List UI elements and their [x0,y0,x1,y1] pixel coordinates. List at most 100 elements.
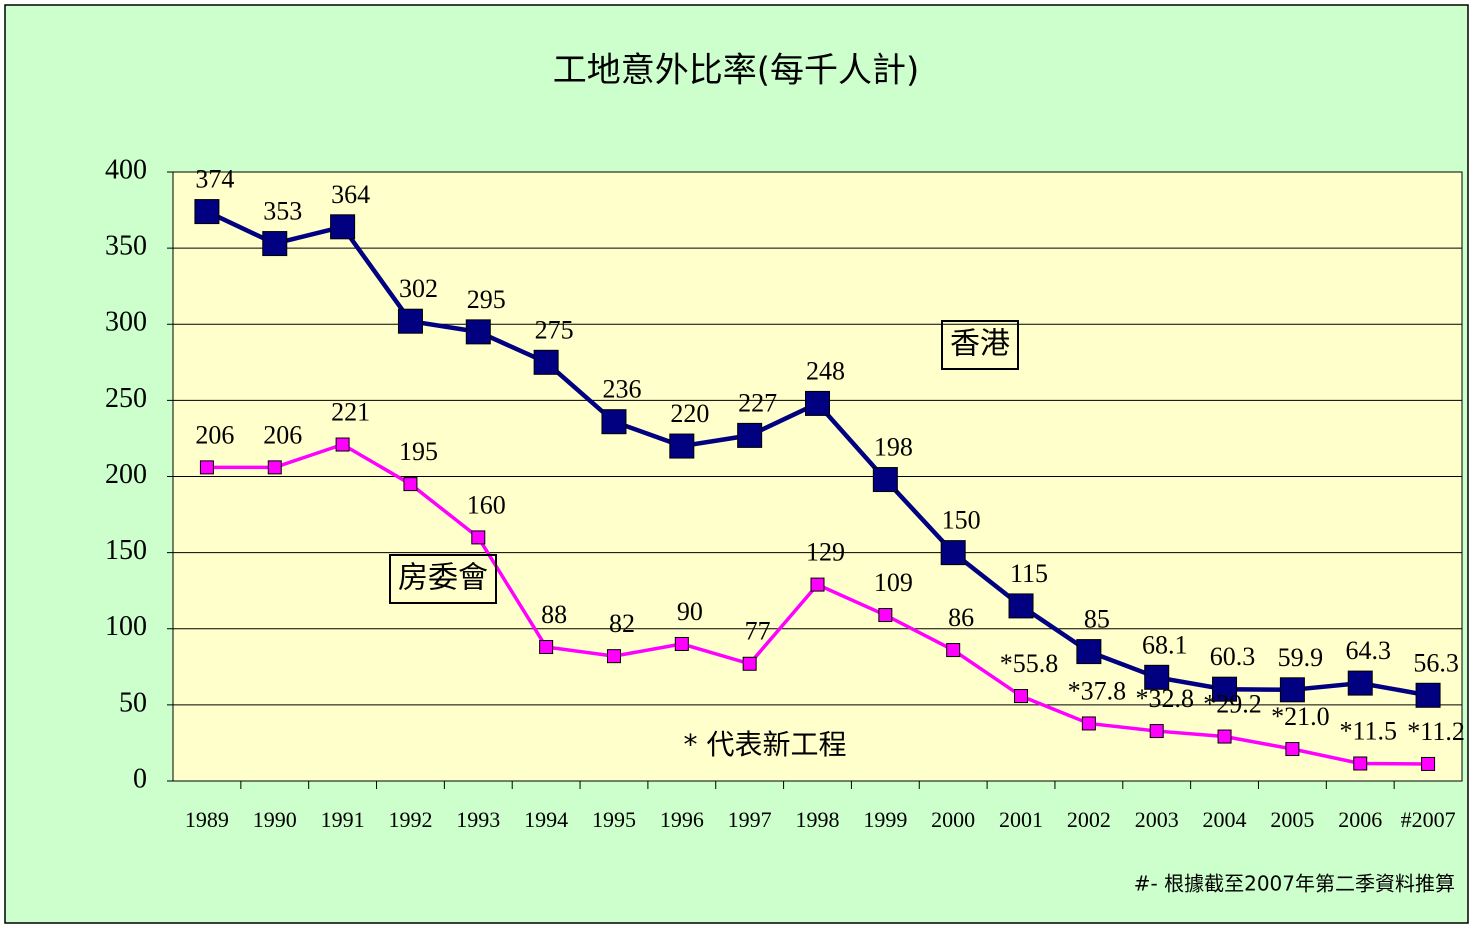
legend-box [389,554,497,604]
x-tick-label: 1989 [185,807,229,832]
marker [674,636,689,651]
data-label: 236 [602,375,641,404]
marker [1008,593,1034,619]
marker [878,608,893,623]
marker [267,460,282,475]
marker [471,530,486,545]
y-tick-label: 250 [105,383,147,414]
marker [403,477,418,492]
data-label: 206 [263,420,302,449]
marker [946,643,961,658]
data-label: 374 [195,165,234,194]
x-tick-label: 1993 [456,807,500,832]
marker [533,349,559,375]
marker [539,640,554,655]
marker [1353,756,1368,771]
x-tick-label: 1999 [863,807,907,832]
data-label: 129 [806,538,845,567]
data-label: 160 [467,490,506,519]
x-tick-label: 2005 [1270,807,1314,832]
x-tick-label: 2006 [1338,807,1382,832]
data-label: *21.0 [1271,702,1330,731]
legend-box [941,320,1019,370]
data-label: 295 [467,285,506,314]
data-label: 109 [874,568,913,597]
marker [606,649,621,664]
marker [1149,724,1164,739]
data-label: 88 [541,600,567,629]
data-label: *29.2 [1203,690,1262,719]
marker [1217,729,1232,744]
marker [194,199,220,225]
marker [465,319,491,345]
marker [1347,670,1373,696]
y-tick-label: 100 [105,611,147,642]
x-tick-label: 1992 [388,807,432,832]
x-tick-label: 1991 [321,807,365,832]
marker [669,433,695,459]
data-label: 221 [331,397,370,426]
data-label: 353 [263,197,302,226]
marker [810,577,825,592]
x-tick-label: 2003 [1135,807,1179,832]
marker [335,437,350,452]
chart-title: 工地意外比率(每千人計) [553,51,920,91]
marker [742,656,757,671]
data-label: 275 [535,315,574,344]
data-label: 150 [942,506,981,535]
y-tick-label: 200 [105,459,147,490]
data-label: 302 [399,274,438,303]
marker [940,540,966,566]
data-label: 364 [331,180,370,209]
x-tick-label: 1998 [796,807,840,832]
marker [872,467,898,493]
data-label: 115 [1010,559,1048,588]
marker [330,214,356,240]
marker [601,409,627,435]
data-label: 82 [609,609,635,638]
data-label: 85 [1084,605,1110,634]
x-tick-label: 2004 [1203,807,1247,832]
data-label: 64.3 [1345,636,1391,665]
x-tick-label: 1995 [592,807,636,832]
legend-label: 香港 [950,327,1010,362]
x-tick-label: 2000 [931,807,975,832]
data-label: 248 [806,356,845,385]
y-tick-label: 400 [105,154,147,185]
marker [1421,756,1436,771]
data-label: 195 [399,437,438,466]
data-label: *11.5 [1339,716,1397,745]
data-label: *55.8 [1000,649,1059,678]
y-tick-label: 350 [105,231,147,262]
legend-label: 房委會 [398,561,488,596]
x-tick-label: 1997 [728,807,772,832]
data-label: 206 [195,420,234,449]
marker [737,422,763,448]
data-label: 227 [738,388,777,417]
data-label: 68.1 [1142,630,1188,659]
data-label: 60.3 [1210,642,1256,671]
y-tick-label: 50 [119,687,147,718]
marker [1415,682,1441,708]
data-label: *32.8 [1135,684,1194,713]
marker [1279,677,1305,703]
annotation: * 代表新工程 [684,728,847,761]
marker [262,231,288,257]
x-tick-label: 1996 [660,807,704,832]
marker [805,390,830,416]
x-tick-label: 1994 [524,807,568,832]
marker [1144,664,1170,690]
data-label: 220 [670,399,709,428]
data-label: 56.3 [1413,648,1459,677]
marker [1014,689,1029,704]
y-tick-label: 300 [105,307,147,338]
y-tick-label: 150 [105,535,147,566]
footnote: #- 根據截至2007年第二季資料推算 [1134,872,1455,896]
marker [397,308,423,334]
marker [1081,716,1096,731]
marker [1076,639,1102,665]
marker [1212,676,1238,702]
data-label: 90 [677,597,703,626]
data-label: 77 [745,617,771,646]
marker [1285,742,1300,757]
